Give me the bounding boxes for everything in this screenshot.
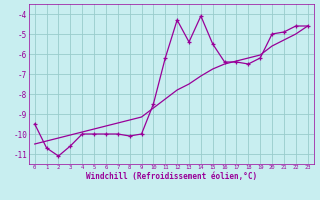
X-axis label: Windchill (Refroidissement éolien,°C): Windchill (Refroidissement éolien,°C) — [86, 172, 257, 181]
